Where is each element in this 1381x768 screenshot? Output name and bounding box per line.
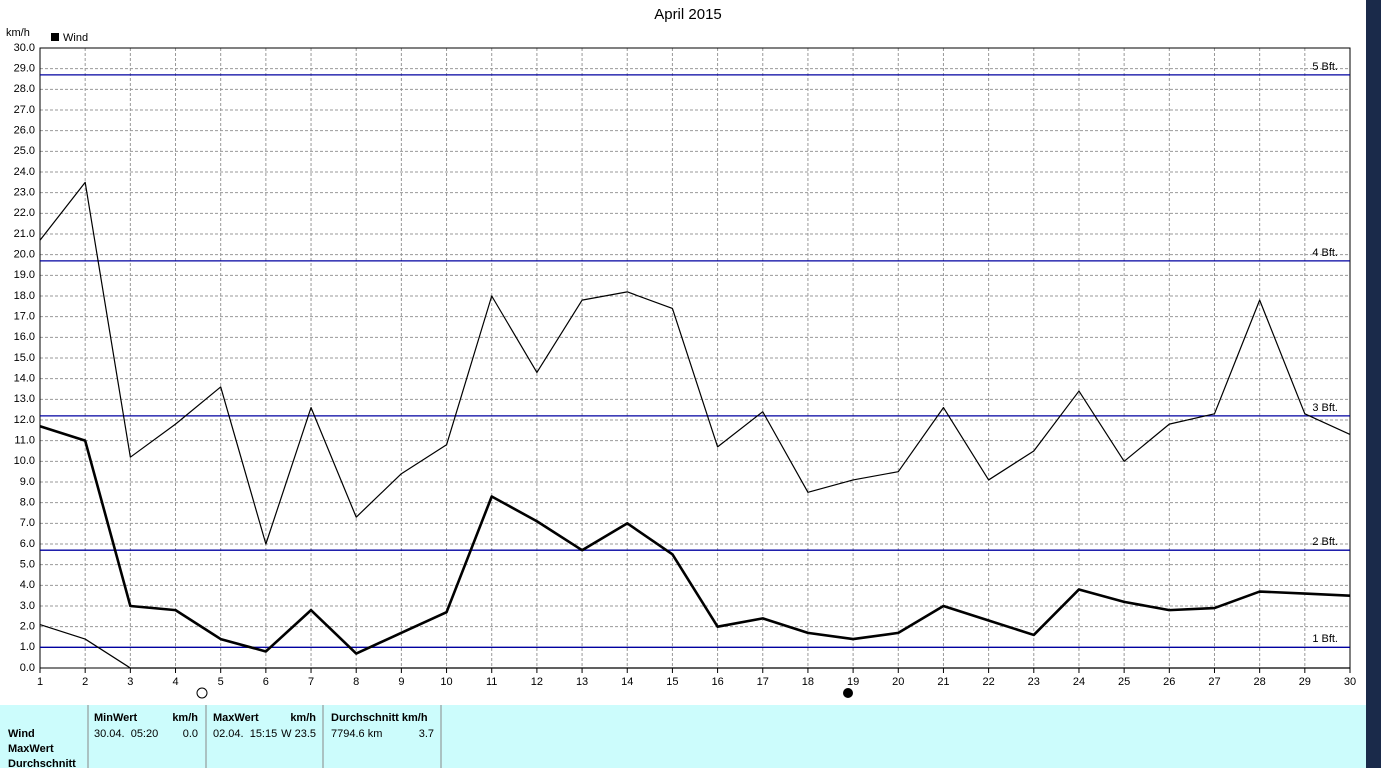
x-tick-label: 10 xyxy=(440,676,452,688)
legend-swatch xyxy=(51,33,59,41)
y-tick-label: 29.0 xyxy=(14,63,35,75)
y-tick-label: 6.0 xyxy=(20,538,35,550)
x-tick-label: 27 xyxy=(1208,676,1220,688)
y-tick-label: 21.0 xyxy=(14,228,35,240)
x-tick-label: 1 xyxy=(37,676,43,688)
x-tick-label: 19 xyxy=(847,676,859,688)
table-header: MinWert xyxy=(94,712,138,724)
x-tick-label: 17 xyxy=(757,676,769,688)
x-tick-label: 25 xyxy=(1118,676,1130,688)
window-edge xyxy=(1366,0,1381,768)
wind-line xyxy=(39,181,1351,545)
chart-title: April 2015 xyxy=(654,6,722,23)
x-tick-label: 6 xyxy=(263,676,269,688)
y-tick-label: 0.0 xyxy=(20,662,35,674)
beaufort-label: 2 Bft. xyxy=(1312,536,1338,548)
x-tick-label: 21 xyxy=(937,676,949,688)
y-axis-label: km/h xyxy=(6,27,30,39)
table-header: MaxWert xyxy=(213,712,259,724)
table-cell: 7794.6 km xyxy=(331,728,382,740)
x-tick-label: 30 xyxy=(1344,676,1356,688)
table-header: Durchschnitt km/h xyxy=(331,712,428,724)
table-cell: 02.04. 15:15 xyxy=(213,728,277,740)
beaufort-label: 3 Bft. xyxy=(1312,402,1338,414)
y-tick-label: 24.0 xyxy=(14,166,35,178)
y-tick-label: 17.0 xyxy=(14,311,35,323)
moon-icon xyxy=(196,687,208,699)
y-tick-label: 1.0 xyxy=(20,641,35,653)
y-tick-label: 13.0 xyxy=(14,393,35,405)
x-tick-label: 5 xyxy=(218,676,224,688)
y-tick-label: 15.0 xyxy=(14,352,35,364)
x-tick-label: 3 xyxy=(127,676,133,688)
x-tick-label: 7 xyxy=(308,676,314,688)
y-tick-label: 28.0 xyxy=(14,83,35,95)
y-tick-label: 26.0 xyxy=(14,125,35,137)
beaufort-label: 4 Bft. xyxy=(1312,247,1338,259)
x-tick-label: 15 xyxy=(666,676,678,688)
table-cell: 0.0 xyxy=(183,728,198,740)
beaufort-label: 5 Bft. xyxy=(1312,61,1338,73)
row-label: Wind xyxy=(8,728,35,740)
table-header: km/h xyxy=(290,712,316,724)
x-tick-label: 14 xyxy=(621,676,633,688)
y-tick-label: 14.0 xyxy=(14,373,35,385)
x-tick-label: 29 xyxy=(1299,676,1311,688)
y-tick-label: 10.0 xyxy=(14,455,35,467)
beaufort-label: 1 Bft. xyxy=(1312,633,1338,645)
moon-icon xyxy=(843,688,853,698)
y-tick-label: 22.0 xyxy=(14,207,35,219)
y-tick-label: 5.0 xyxy=(20,559,35,571)
y-tick-label: 20.0 xyxy=(14,249,35,261)
y-tick-label: 18.0 xyxy=(14,290,35,302)
x-tick-label: 24 xyxy=(1073,676,1085,688)
legend-label: Wind xyxy=(63,32,88,44)
y-tick-label: 11.0 xyxy=(14,435,35,447)
y-tick-label: 3.0 xyxy=(20,600,35,612)
x-tick-label: 13 xyxy=(576,676,588,688)
x-tick-label: 2 xyxy=(82,676,88,688)
y-tick-label: 27.0 xyxy=(14,104,35,116)
stats-panel xyxy=(0,705,1366,768)
y-tick-label: 8.0 xyxy=(20,497,35,509)
x-tick-label: 18 xyxy=(802,676,814,688)
table-cell: W 23.5 xyxy=(281,728,316,740)
x-tick-label: 9 xyxy=(398,676,404,688)
table-cell: 30.04. 05:20 xyxy=(94,728,158,740)
x-tick-label: 12 xyxy=(531,676,543,688)
table-header: km/h xyxy=(172,712,198,724)
y-tick-label: 16.0 xyxy=(14,331,35,343)
x-tick-label: 16 xyxy=(711,676,723,688)
table-cell: 3.7 xyxy=(419,728,434,740)
y-tick-label: 2.0 xyxy=(20,621,35,633)
y-tick-label: 7.0 xyxy=(20,517,35,529)
y-tick-label: 30.0 xyxy=(14,42,35,54)
x-tick-label: 11 xyxy=(486,676,497,688)
y-tick-label: 4.0 xyxy=(20,579,35,591)
row-label: MaxWert xyxy=(8,743,54,755)
x-tick-label: 23 xyxy=(1028,676,1040,688)
y-tick-label: 9.0 xyxy=(20,476,35,488)
x-tick-label: 20 xyxy=(892,676,904,688)
y-tick-label: 23.0 xyxy=(14,187,35,199)
x-tick-label: 28 xyxy=(1254,676,1266,688)
x-tick-label: 26 xyxy=(1163,676,1175,688)
x-tick-label: 8 xyxy=(353,676,359,688)
y-tick-label: 19.0 xyxy=(14,269,35,281)
y-tick-label: 12.0 xyxy=(14,414,35,426)
y-tick-label: 25.0 xyxy=(14,145,35,157)
row-label: Durchschnitt xyxy=(8,758,76,768)
wind-line xyxy=(39,624,1350,669)
x-tick-label: 4 xyxy=(172,676,178,688)
x-tick-label: 22 xyxy=(982,676,994,688)
wind-line xyxy=(39,424,1351,655)
